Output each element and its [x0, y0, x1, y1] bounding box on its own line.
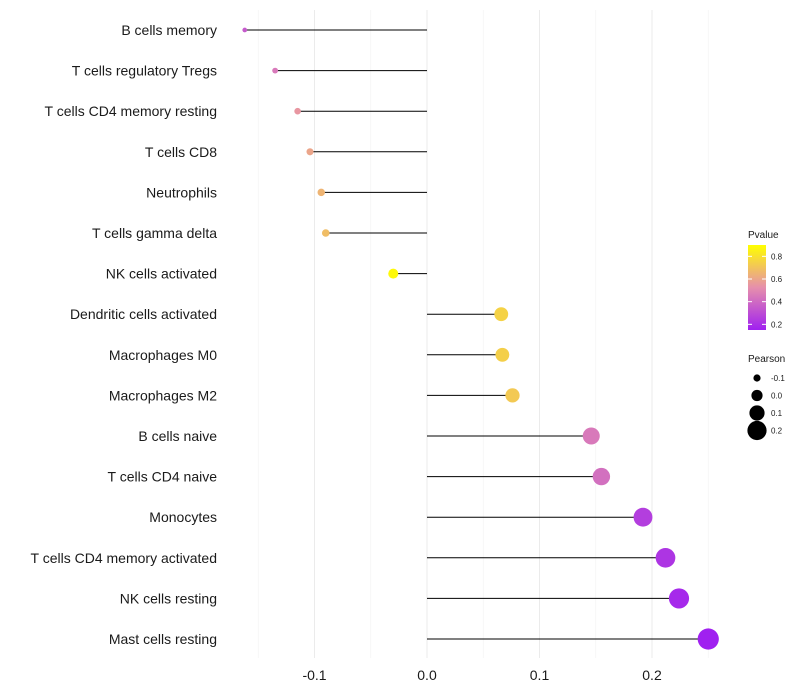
lollipop-point — [668, 588, 690, 609]
category-label: NK cells resting — [120, 590, 217, 606]
lollipop-point — [494, 307, 509, 322]
color-legend-bar — [748, 245, 766, 330]
size-legend-label: -0.1 — [771, 374, 785, 383]
lollipop-point — [697, 628, 719, 650]
lollipop-point — [321, 229, 330, 237]
x-tick-label: -0.1 — [302, 667, 326, 683]
category-label: T cells regulatory Tregs — [72, 63, 217, 79]
lollipop-point — [272, 67, 279, 74]
size-legend-dot — [747, 420, 767, 441]
category-label: T cells gamma delta — [92, 225, 217, 241]
lollipop-point — [633, 507, 653, 527]
legend: Pvalue 0.8 0.6 0.4 0.2 Pearson -0.1 0.0 0.1 0.… — [747, 230, 785, 441]
lollipop-point — [306, 148, 314, 156]
lollipop-point — [242, 27, 248, 33]
category-label: T cells CD4 memory activated — [31, 550, 217, 566]
size-legend-label: 0.1 — [771, 409, 783, 418]
lollipop-point — [592, 467, 611, 486]
category-label: Monocytes — [149, 509, 217, 525]
x-tick-label: 0.2 — [642, 667, 662, 683]
category-label: T cells CD8 — [145, 144, 217, 160]
lollipop-point — [655, 547, 676, 568]
lollipop-point — [495, 347, 510, 362]
size-legend-dot — [751, 389, 763, 402]
color-tick-label: 0.2 — [771, 320, 783, 329]
color-tick-label: 0.6 — [771, 275, 783, 284]
category-label: Dendritic cells activated — [70, 306, 217, 322]
category-label: B cells memory — [121, 22, 217, 38]
color-tick-label: 0.4 — [771, 298, 783, 307]
x-axis-ticks: -0.1 0.0 0.1 0.2 — [302, 667, 662, 683]
grid-layer — [257, 10, 709, 658]
x-tick-label: 0.0 — [417, 667, 437, 683]
size-legend-label: 0.2 — [771, 427, 783, 436]
lollipop-point — [317, 188, 325, 197]
category-label: T cells CD4 naive — [108, 469, 218, 485]
x-tick-label: 0.1 — [530, 667, 550, 683]
category-label: B cells naive — [138, 428, 217, 444]
lollipop-point — [582, 427, 600, 445]
category-label: T cells CD4 memory resting — [45, 103, 217, 119]
lollipop-point — [505, 388, 520, 403]
size-legend-title: Pearson — [748, 354, 785, 365]
category-label: Macrophages M0 — [109, 347, 217, 363]
category-labels: B cells memory T cells regulatory Tregs T … — [31, 22, 218, 647]
size-legend-dot — [753, 374, 761, 382]
stem-layer — [244, 29, 709, 640]
color-legend-title: Pvalue — [748, 230, 779, 241]
point-layer — [242, 27, 719, 650]
size-legend-keys: -0.1 0.0 0.1 0.2 — [747, 374, 785, 441]
lollipop-point — [294, 107, 301, 115]
color-legend-ticks: 0.8 0.6 0.4 0.2 — [748, 252, 783, 329]
category-label: Macrophages M2 — [109, 387, 217, 403]
size-legend-label: 0.0 — [771, 392, 783, 401]
category-label: Neutrophils — [146, 184, 217, 200]
category-label: Mast cells resting — [109, 631, 217, 647]
color-tick-label: 0.8 — [771, 252, 783, 261]
size-legend-dot — [749, 405, 765, 421]
lollipop-point — [388, 268, 399, 279]
category-label: NK cells activated — [106, 266, 217, 282]
